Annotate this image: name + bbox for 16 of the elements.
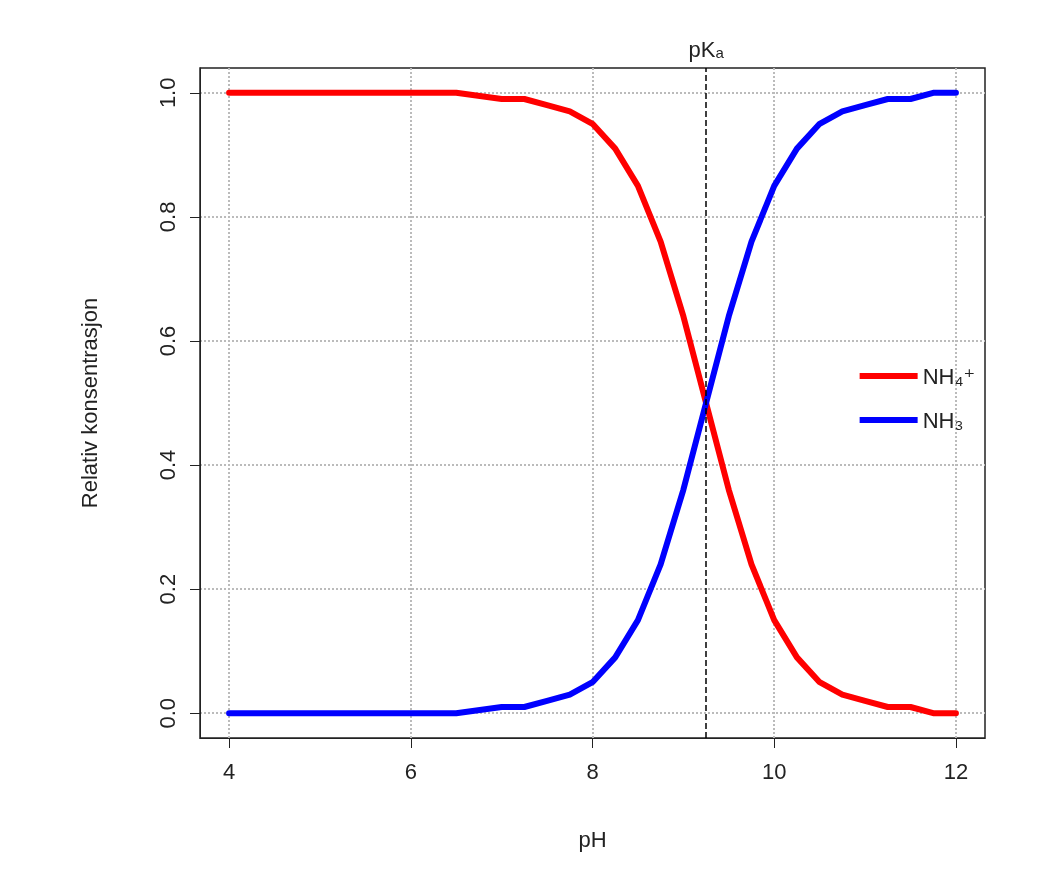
y-tick-label: 0.4 [154, 449, 180, 481]
x-tick-label: 6 [404, 758, 417, 784]
x-tick-label: 8 [586, 758, 599, 784]
x-tick-label: 10 [761, 758, 787, 784]
legend-label: NH₄⁺ [922, 363, 976, 389]
x-tick-label: 4 [222, 758, 236, 784]
y-tick-label: 0.8 [154, 201, 180, 233]
y-tick-label: 0.2 [154, 573, 180, 605]
y-tick-label: 1.0 [154, 77, 180, 109]
y-tick-label: 0.0 [154, 697, 180, 729]
x-tick-label: 12 [943, 758, 969, 784]
ref-line-label: pKₐ [688, 36, 725, 62]
x-axis-title: pH [578, 826, 607, 852]
legend-label: NH₃ [922, 407, 964, 433]
y-tick-label: 0.6 [154, 325, 180, 357]
y-axis-title: Relativ konsentrasjon [76, 297, 102, 509]
